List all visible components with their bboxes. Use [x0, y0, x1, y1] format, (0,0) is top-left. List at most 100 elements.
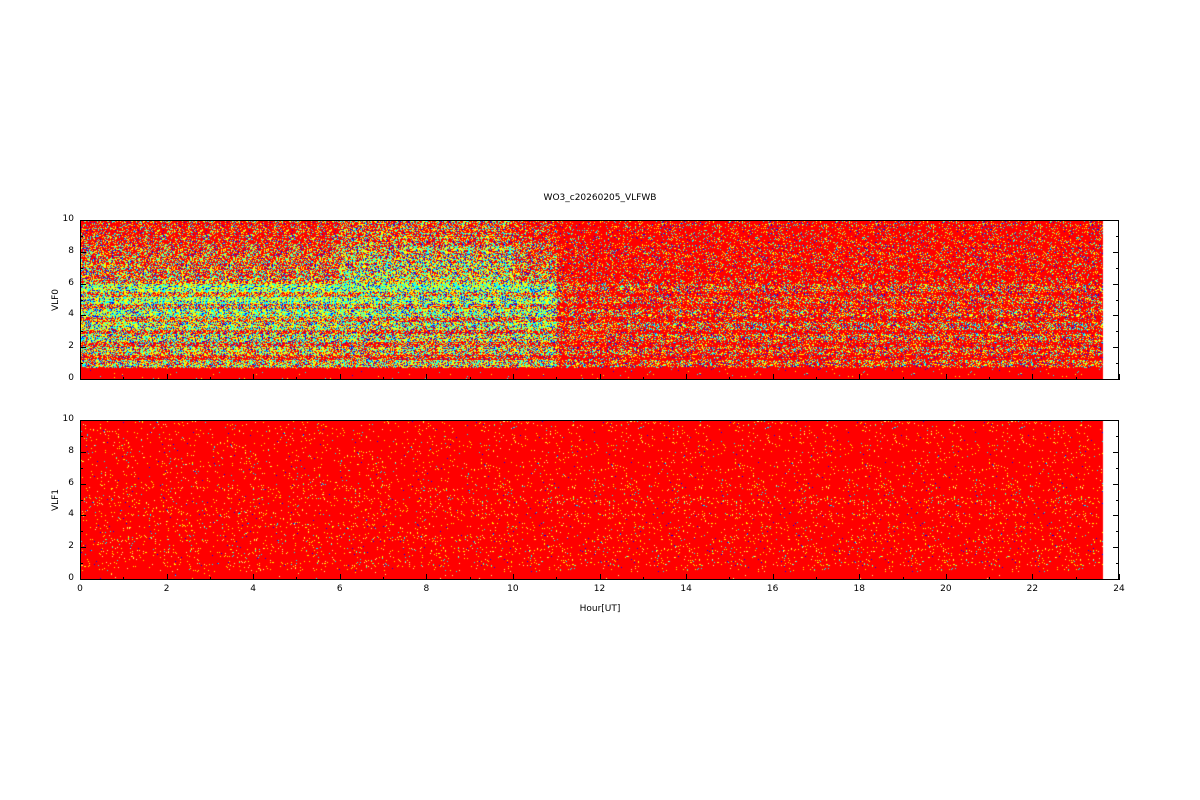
y-tick-label: 6 [68, 277, 74, 288]
y-tick-right [1113, 251, 1119, 253]
x-tick [1119, 574, 1120, 580]
y-tick [80, 235, 83, 237]
x-tick [166, 574, 168, 580]
y-tick [80, 547, 86, 549]
x-tick [642, 577, 644, 580]
x-tick [296, 377, 298, 380]
x-tick-label: 24 [1113, 584, 1125, 594]
x-tick-label: 0 [77, 584, 83, 594]
y-tick-right [1116, 235, 1119, 237]
y-tick-right [1113, 579, 1119, 580]
y-tick-right [1116, 563, 1119, 565]
x-tick-label: 16 [766, 584, 779, 594]
y-tick [80, 420, 86, 421]
y-tick-right [1116, 499, 1119, 501]
y-tick-label: 10 [62, 214, 74, 224]
y-tick-label: 6 [68, 477, 74, 488]
y-tick [80, 267, 83, 269]
x-tick [469, 577, 471, 580]
x-tick-label: 12 [593, 584, 606, 594]
y-tick [80, 220, 86, 221]
y-tick [80, 563, 83, 565]
y-tick-label: 0 [68, 573, 74, 583]
x-tick [686, 374, 688, 380]
x-tick [339, 374, 341, 380]
x-tick [209, 377, 211, 380]
y-tick-right [1113, 347, 1119, 349]
y-tick-right [1116, 331, 1119, 333]
x-tick [469, 377, 471, 380]
vlf0-spectrogram [81, 221, 1118, 379]
y-tick [80, 379, 86, 380]
y-tick [80, 347, 86, 349]
y-tick-right [1116, 363, 1119, 365]
x-tick [123, 377, 125, 380]
x-tick-label: 4 [250, 584, 257, 594]
y-tick [80, 331, 83, 333]
y-tick-label: 8 [68, 445, 74, 456]
x-tick [989, 377, 991, 380]
y-tick-right [1113, 315, 1119, 317]
y-tick-label: 0 [68, 373, 74, 383]
x-tick-label: 20 [940, 584, 952, 594]
y-tick-label: 10 [62, 414, 74, 424]
y-tick [80, 467, 83, 469]
x-tick [123, 577, 125, 580]
y-tick [80, 515, 86, 517]
chart-title: WO3_c20260205_VLFWB [543, 193, 657, 203]
y-tick-right [1116, 299, 1119, 301]
x-tick [729, 377, 731, 380]
y-tick [80, 315, 86, 317]
x-tick [599, 574, 601, 580]
x-axis-label: Hour[UT] [579, 604, 621, 614]
y-tick-right [1116, 467, 1119, 469]
y-tick [80, 451, 86, 453]
x-tick [642, 377, 644, 380]
x-tick [383, 577, 385, 580]
y-tick-label: 2 [68, 541, 74, 552]
x-tick [1032, 574, 1034, 580]
x-tick-label: 2 [163, 584, 170, 594]
x-tick [383, 377, 385, 380]
x-tick [989, 577, 991, 580]
x-tick [902, 377, 904, 380]
x-tick [80, 374, 81, 380]
y-tick [80, 283, 86, 285]
y-tick-right [1116, 267, 1119, 269]
x-tick-label: 22 [1026, 584, 1039, 594]
y-tick-label: 8 [68, 245, 74, 256]
x-tick [80, 574, 81, 580]
x-tick-label: 10 [507, 584, 519, 594]
x-tick [166, 374, 168, 380]
x-tick [339, 574, 341, 580]
x-tick [426, 574, 428, 580]
y-tick-right [1113, 283, 1119, 285]
x-tick [556, 377, 558, 380]
y-tick [80, 579, 86, 580]
y-tick-right [1113, 483, 1119, 485]
x-tick [902, 577, 904, 580]
x-tick [772, 374, 774, 380]
x-tick [815, 377, 817, 380]
x-tick [729, 577, 731, 580]
y-tick [80, 483, 86, 485]
x-tick [556, 577, 558, 580]
y-tick [80, 251, 86, 253]
y-tick [80, 531, 83, 533]
y-tick [80, 363, 83, 365]
x-tick [945, 374, 947, 380]
x-tick [426, 374, 428, 380]
x-tick [859, 374, 861, 380]
y-tick [80, 435, 83, 437]
x-tick [1119, 374, 1120, 380]
y-tick-right [1116, 531, 1119, 533]
x-tick [512, 374, 514, 380]
x-tick [253, 374, 255, 380]
y-tick-right [1113, 379, 1119, 380]
x-tick [815, 577, 817, 580]
x-tick [859, 574, 861, 580]
y-tick-label: 4 [68, 509, 74, 520]
y-tick-label: 2 [68, 341, 74, 352]
x-tick [1075, 377, 1077, 380]
x-tick [1075, 577, 1077, 580]
